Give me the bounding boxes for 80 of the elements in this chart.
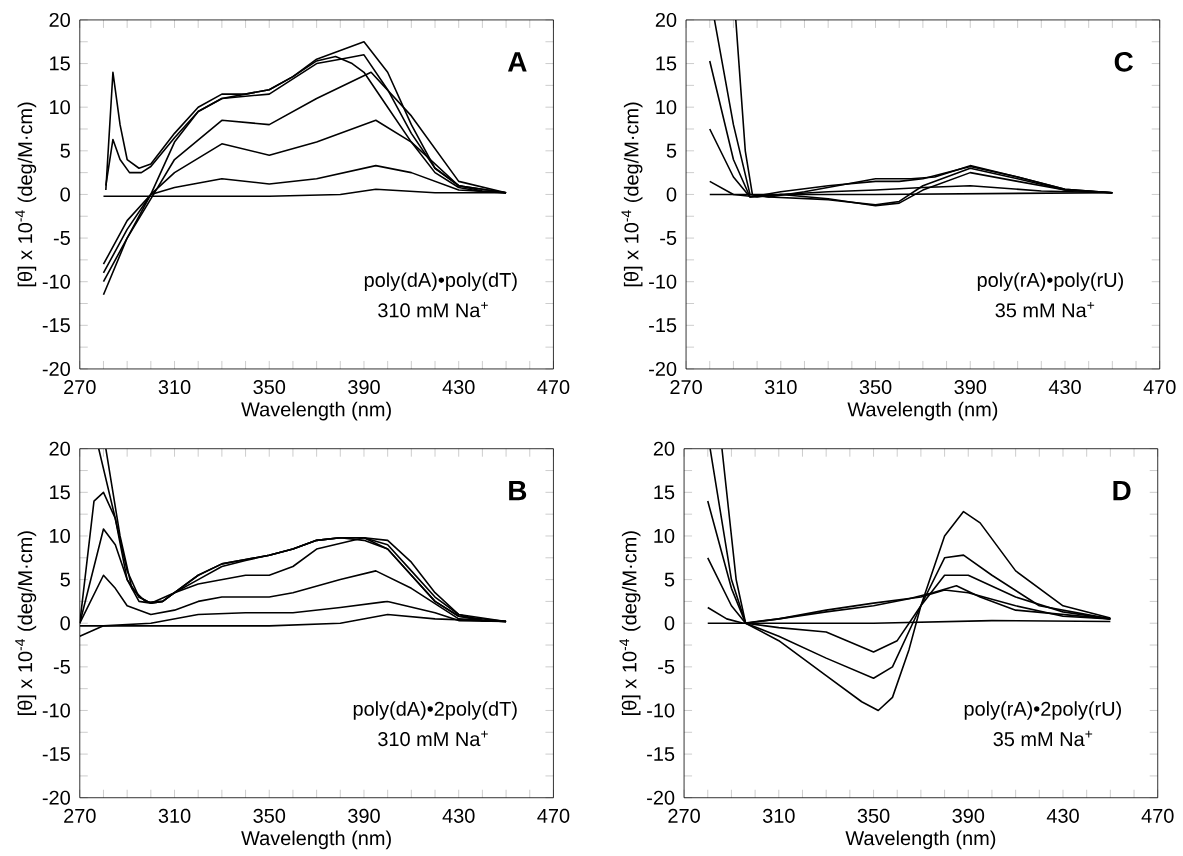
y-tick-label: 5 <box>666 143 677 158</box>
y-tick-label: 20 <box>653 441 675 456</box>
y-tick-label: -20 <box>649 361 677 377</box>
x-tick-label: 390 <box>348 808 380 823</box>
y-tick-label: 10 <box>654 528 675 544</box>
y-tick-label: 0 <box>60 616 70 631</box>
y-tick-label: -5 <box>53 659 70 674</box>
x-tick-label: 350 <box>857 808 890 823</box>
x-axis-title: Wavelength (nm) <box>241 830 391 850</box>
x-axis-title: Wavelength (nm) <box>847 401 998 421</box>
annotation: 35 mM Na$^{+}$ <box>993 730 1093 747</box>
y-tick-label: 10 <box>656 100 677 115</box>
y-tick-label: -15 <box>42 318 70 333</box>
y-axis-title: [θ] x 10$^{-4}$ (deg/M·cm) <box>621 102 643 287</box>
x-tick-label: 430 <box>442 808 475 823</box>
x-tick-label: 350 <box>253 808 286 823</box>
x-tick-label: 350 <box>253 380 286 395</box>
y-tick-label: -20 <box>647 790 675 805</box>
x-tick-label: 390 <box>348 380 380 395</box>
y-axis-title: [θ] x 10$^{-4}$ (deg/M·cm) <box>15 531 37 716</box>
y-tick-label: 10 <box>50 100 70 115</box>
y-tick-label: -20 <box>42 361 70 377</box>
x-tick-label: 470 <box>1141 808 1174 823</box>
y-tick-label: -10 <box>649 274 677 289</box>
x-tick-label: 310 <box>762 808 795 823</box>
y-tick-label: 0 <box>60 187 70 202</box>
annotation: D <box>1113 481 1131 501</box>
annotation: B <box>509 481 527 501</box>
y-tick-label: -10 <box>42 274 70 289</box>
x-tick-label: 270 <box>668 808 700 823</box>
x-tick-label: 270 <box>64 380 96 395</box>
annotation: poly(rA)•poly(rU) <box>977 272 1123 292</box>
annotation: poly(dA)•2poly(dT) <box>353 701 517 720</box>
x-tick-label: 310 <box>158 380 191 395</box>
y-tick-label: 15 <box>50 56 70 71</box>
x-axis-title: Wavelength (nm) <box>241 401 391 421</box>
annotation: 310 mM Na$^{+}$ <box>378 301 488 318</box>
y-tick-label: 15 <box>654 485 675 500</box>
x-axis-title: Wavelength (nm) <box>845 830 996 850</box>
x-tick-label: 270 <box>670 380 702 395</box>
y-tick-label: 10 <box>50 528 70 544</box>
y-tick-label: -15 <box>42 747 70 762</box>
y-tick-label: 15 <box>50 485 70 500</box>
annotation: poly(rA)•2poly(rU) <box>964 701 1121 720</box>
y-tick-label: -20 <box>42 790 70 805</box>
x-tick-label: 430 <box>1048 380 1081 395</box>
y-tick-label: 5 <box>60 143 70 158</box>
annotation: A <box>507 52 527 72</box>
y-tick-label: -10 <box>647 703 675 718</box>
y-axis-title: [θ] x 10$^{-4}$ (deg/M·cm) <box>619 531 641 716</box>
x-tick-label: 430 <box>442 380 475 395</box>
annotation: 35 mM Na$^{+}$ <box>995 301 1095 318</box>
x-tick-label: 470 <box>1143 380 1176 395</box>
y-tick-label: -15 <box>647 747 675 762</box>
annotation: C <box>1114 51 1133 72</box>
y-tick-label: -5 <box>658 659 675 674</box>
x-tick-label: 350 <box>859 380 892 395</box>
y-tick-label: 5 <box>664 572 675 587</box>
y-tick-label: -5 <box>53 231 70 246</box>
x-tick-label: 430 <box>1046 808 1079 823</box>
y-tick-label: 20 <box>655 12 677 28</box>
y-tick-label: 20 <box>49 441 70 456</box>
x-tick-label: 390 <box>954 380 987 395</box>
x-tick-label: 390 <box>952 808 985 823</box>
y-tick-label: 0 <box>666 187 677 202</box>
y-tick-label: 20 <box>49 12 70 28</box>
y-tick-label: -5 <box>660 231 677 246</box>
y-tick-label: 15 <box>656 56 677 71</box>
x-tick-label: 470 <box>537 380 570 395</box>
x-tick-label: 310 <box>158 808 191 823</box>
x-tick-label: 470 <box>537 808 570 823</box>
x-tick-label: 310 <box>764 380 797 395</box>
y-tick-label: 5 <box>60 572 70 587</box>
y-tick-label: 0 <box>664 616 675 631</box>
y-tick-label: -10 <box>42 703 70 718</box>
y-axis-title: [θ] x 10$^{-4}$ (deg/M·cm) <box>15 102 37 287</box>
y-tick-label: -15 <box>649 318 677 333</box>
annotation: 310 mM Na$^{+}$ <box>378 730 488 747</box>
annotation: poly(dA)•poly(dT) <box>364 272 517 292</box>
x-tick-label: 270 <box>64 808 96 823</box>
